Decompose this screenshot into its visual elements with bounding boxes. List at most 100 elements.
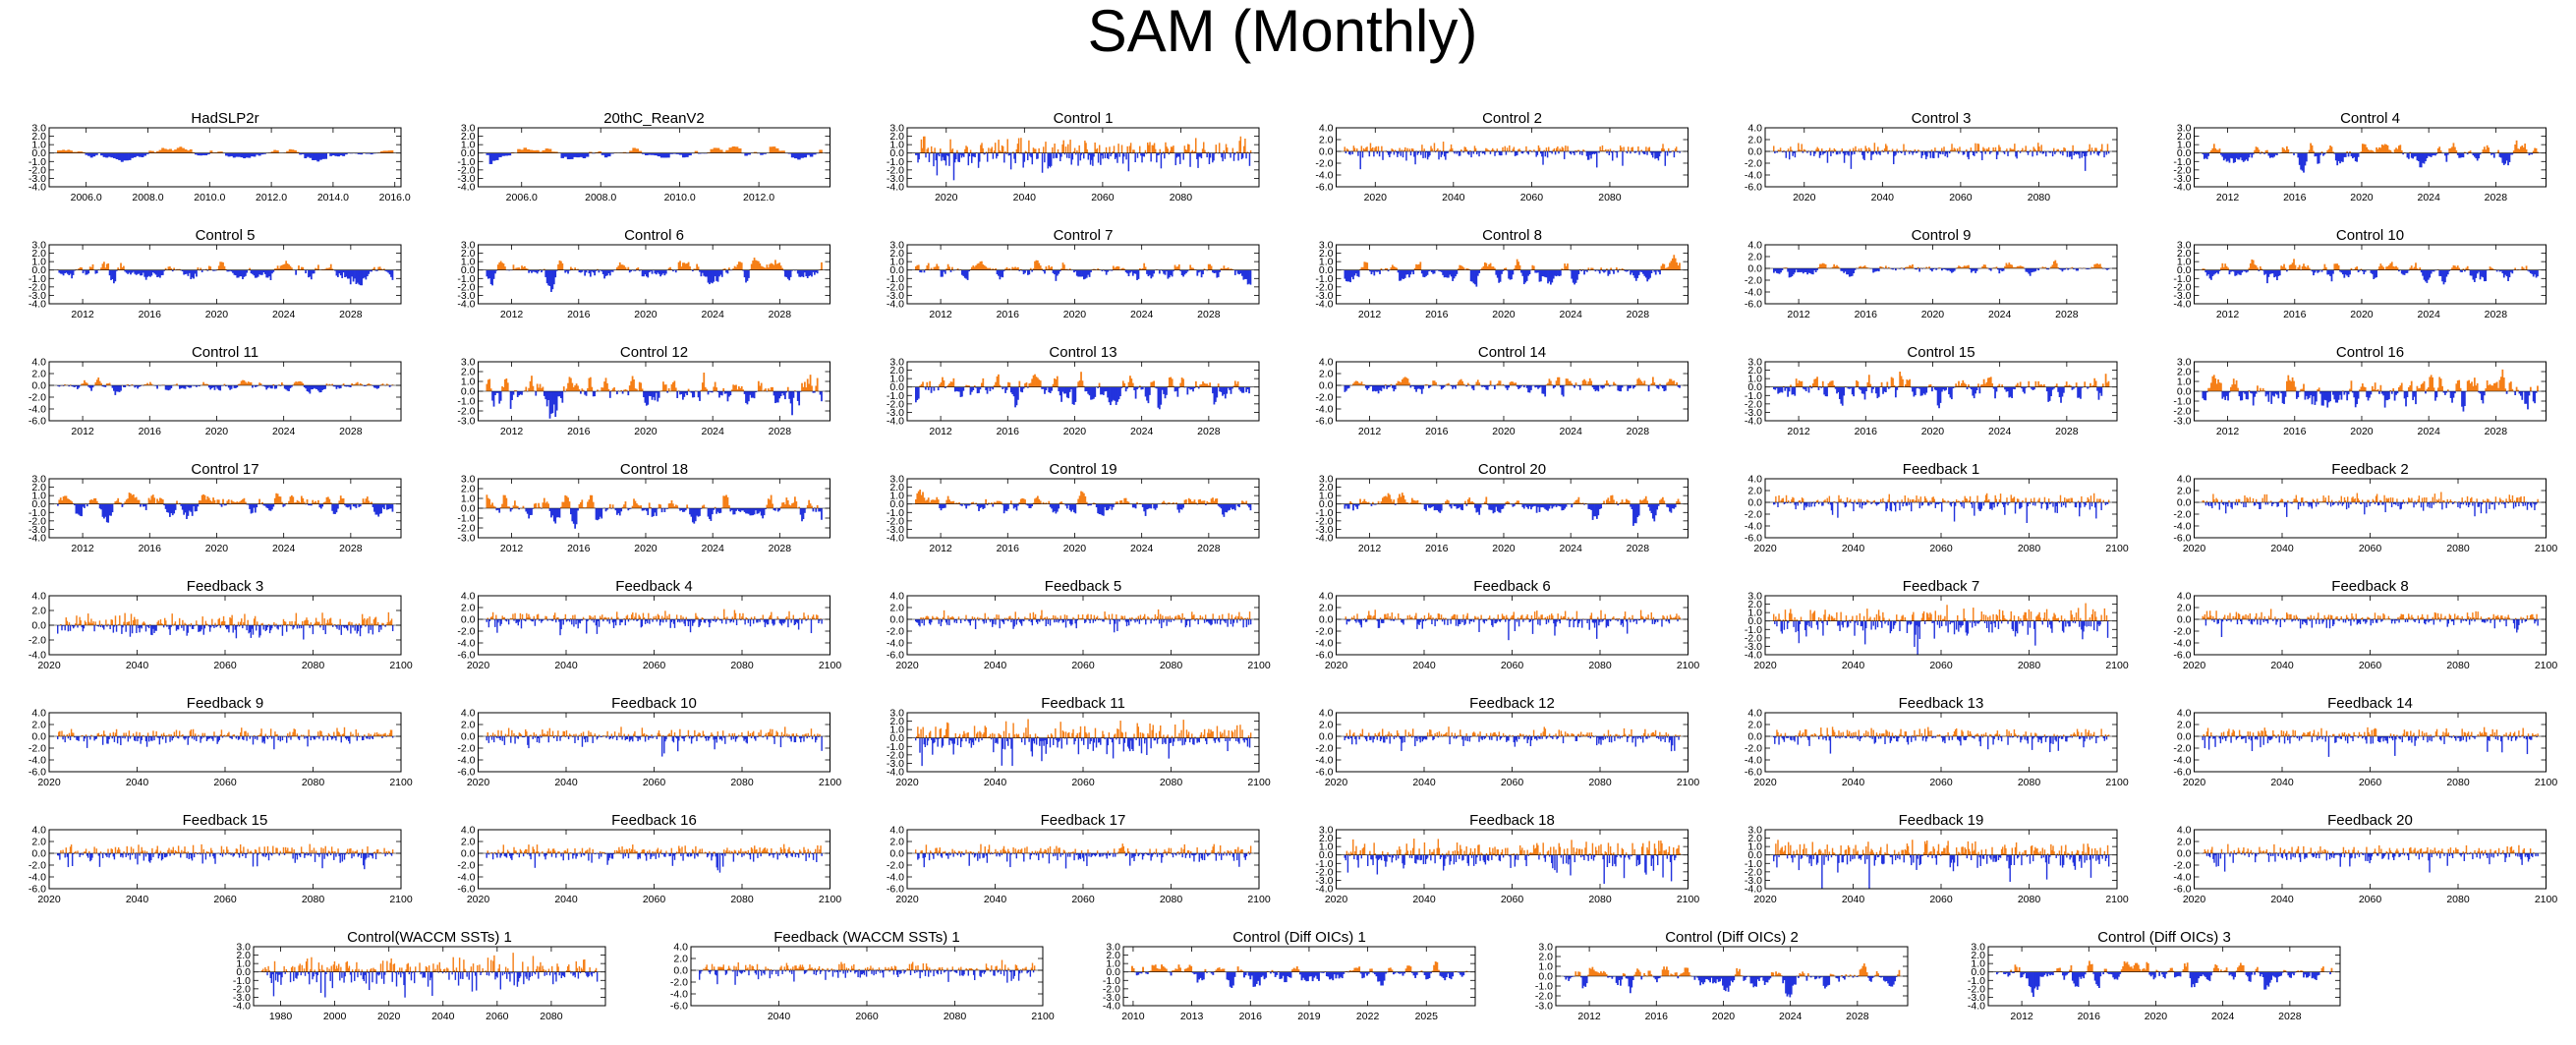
anomaly-bar xyxy=(1422,151,1424,158)
anomaly-bar xyxy=(1522,385,1525,388)
anomaly-bar xyxy=(2241,269,2244,273)
anomaly-bar xyxy=(2064,147,2066,151)
anomaly-bar xyxy=(233,269,236,275)
anomaly-bar xyxy=(1006,139,1008,153)
anomaly-bar xyxy=(1025,151,1028,153)
anomaly-bar xyxy=(2072,268,2075,269)
anomaly-bar xyxy=(256,269,258,278)
anomaly-bar xyxy=(1875,151,1878,155)
anomaly-bar xyxy=(1372,269,1374,272)
anomaly-bar xyxy=(568,269,571,271)
anomaly-bar xyxy=(486,152,490,155)
anomaly-bar xyxy=(1549,151,1551,152)
anomaly-bar xyxy=(1804,268,1807,272)
anomaly-bar xyxy=(1071,152,1074,160)
x-tick-label: 2012.0 xyxy=(256,192,287,203)
anomaly-bar xyxy=(1065,268,1068,270)
anomaly-bar xyxy=(2400,149,2403,153)
anomaly-bar xyxy=(1129,269,1131,273)
anomaly-bar xyxy=(341,269,344,278)
anomaly-bar xyxy=(163,269,166,271)
anomaly-bar xyxy=(1014,266,1016,270)
anomaly-bar xyxy=(982,377,985,387)
anomaly-bar xyxy=(2045,268,2048,270)
anomaly-bar xyxy=(2320,151,2323,153)
anomaly-bar xyxy=(2400,269,2403,274)
anomaly-bar xyxy=(1200,269,1203,278)
anomaly-bar xyxy=(594,391,596,397)
x-tick-label: 2024 xyxy=(1988,309,2012,320)
anomaly-bar xyxy=(1133,149,1135,153)
anomaly-bar xyxy=(1443,269,1446,278)
anomaly-bar xyxy=(953,152,956,163)
anomaly-bar xyxy=(2230,269,2232,272)
anomaly-bar xyxy=(616,267,618,270)
anomaly-bar xyxy=(2346,150,2349,153)
anomaly-bar xyxy=(1374,269,1377,272)
anomaly-bar xyxy=(1548,269,1551,282)
anomaly-bar xyxy=(2203,268,2205,270)
anomaly-bar xyxy=(514,268,516,270)
anomaly-bar xyxy=(130,269,132,275)
anomaly-bar xyxy=(1204,149,1206,153)
anomaly-bar xyxy=(2426,152,2429,158)
anomaly-bar xyxy=(1439,269,1442,272)
anomaly-bar xyxy=(2295,268,2298,270)
anomaly-bar xyxy=(996,152,998,159)
anomaly-bar xyxy=(669,152,673,154)
anomaly-bar xyxy=(1518,148,1520,151)
anomaly-bar xyxy=(1051,386,1053,391)
anomaly-bar xyxy=(2002,151,2005,153)
anomaly-bar xyxy=(2225,265,2228,270)
anomaly-bar xyxy=(2370,269,2373,273)
anomaly-bar xyxy=(1366,146,1368,151)
anomaly-bar xyxy=(1591,267,1594,270)
anomaly-bar xyxy=(2248,152,2251,158)
plot-frame xyxy=(1336,127,1689,188)
anomaly-bar xyxy=(720,269,723,277)
y-tick-label: -4.0 xyxy=(1315,404,1333,416)
anomaly-bar xyxy=(1649,151,1652,153)
anomaly-bar xyxy=(1049,152,1052,168)
x-tick-label: 2024 xyxy=(701,309,724,320)
anomaly-bar xyxy=(1419,261,1422,270)
anomaly-bar xyxy=(2344,152,2347,157)
anomaly-bar xyxy=(1852,147,1855,151)
anomaly-bar xyxy=(1547,146,1550,151)
anomaly-bar xyxy=(944,269,946,274)
anomaly-bar xyxy=(693,391,696,398)
anomaly-bar xyxy=(2266,149,2268,153)
anomaly-bar xyxy=(2363,144,2366,153)
x-tick-label: 2012 xyxy=(929,309,952,320)
anomaly-bar xyxy=(1783,149,1785,151)
anomaly-bar xyxy=(254,269,257,278)
anomaly-bar xyxy=(2490,152,2492,155)
anomaly-bar xyxy=(2512,150,2515,153)
anomaly-bar xyxy=(585,152,590,157)
anomaly-bar xyxy=(2346,269,2349,276)
anomaly-bar xyxy=(1344,269,1346,279)
anomaly-bar xyxy=(1036,152,1038,159)
y-tick-label: 0.0 xyxy=(461,264,476,276)
anomaly-bar xyxy=(1493,385,1496,390)
anomaly-bar xyxy=(1408,148,1411,151)
anomaly-bar xyxy=(2054,260,2057,268)
anomaly-bar xyxy=(1941,147,1943,151)
anomaly-bar xyxy=(173,267,176,270)
anomaly-bar xyxy=(2514,144,2517,153)
anomaly-bar xyxy=(1512,148,1514,151)
y-tick-label: 2.0 xyxy=(889,248,904,260)
anomaly-bar xyxy=(1863,151,1865,161)
anomaly-bar xyxy=(2271,269,2274,274)
anomaly-bar xyxy=(1022,152,1024,168)
anomaly-bar xyxy=(1997,151,1999,155)
anomaly-bar xyxy=(2379,263,2382,270)
anomaly-bar xyxy=(278,268,280,270)
anomaly-bar xyxy=(2419,267,2422,270)
anomaly-bar xyxy=(2473,269,2476,282)
anomaly-bar xyxy=(1360,145,1363,151)
anomaly-bar xyxy=(1025,269,1028,271)
anomaly-bar xyxy=(760,382,763,391)
anomaly-bar xyxy=(1892,268,1894,270)
anomaly-bar xyxy=(1484,262,1486,270)
